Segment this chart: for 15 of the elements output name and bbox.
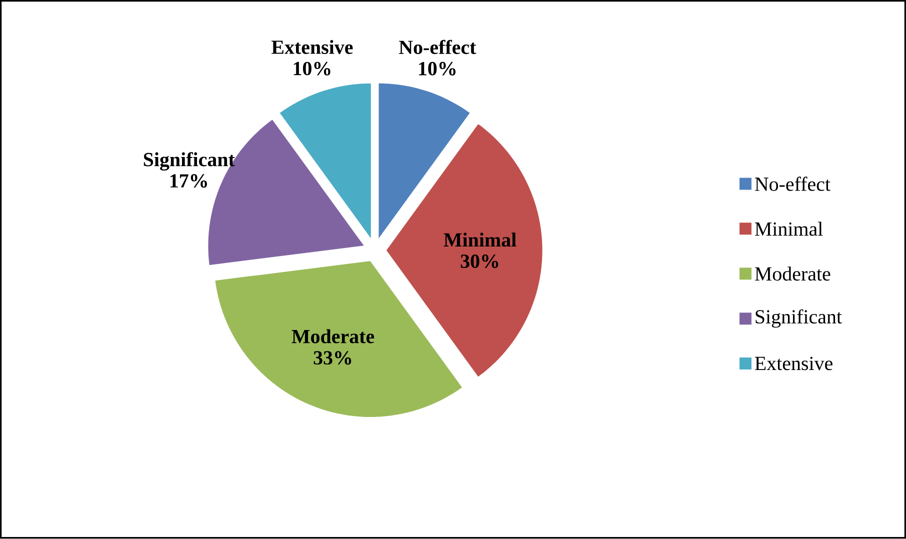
legend-label: Significant xyxy=(756,309,842,328)
slice-label: Significant xyxy=(144,152,235,171)
legend-label: Extensive xyxy=(754,356,832,370)
data-label: 17% xyxy=(170,174,207,188)
data-label: 30% xyxy=(460,254,498,268)
slice-label: Moderate xyxy=(292,329,374,344)
legend-label: No-effect xyxy=(754,176,830,192)
data-label: 33% xyxy=(314,351,352,365)
legend-label: Moderate xyxy=(754,266,830,281)
slice-label: No-effect xyxy=(398,40,476,54)
legend-label: Minimal xyxy=(754,222,823,236)
slice-label: Minimal xyxy=(444,232,516,247)
slice-label: Extensive xyxy=(272,40,353,54)
data-label: 10% xyxy=(294,62,330,76)
data-label: 10% xyxy=(419,62,456,76)
